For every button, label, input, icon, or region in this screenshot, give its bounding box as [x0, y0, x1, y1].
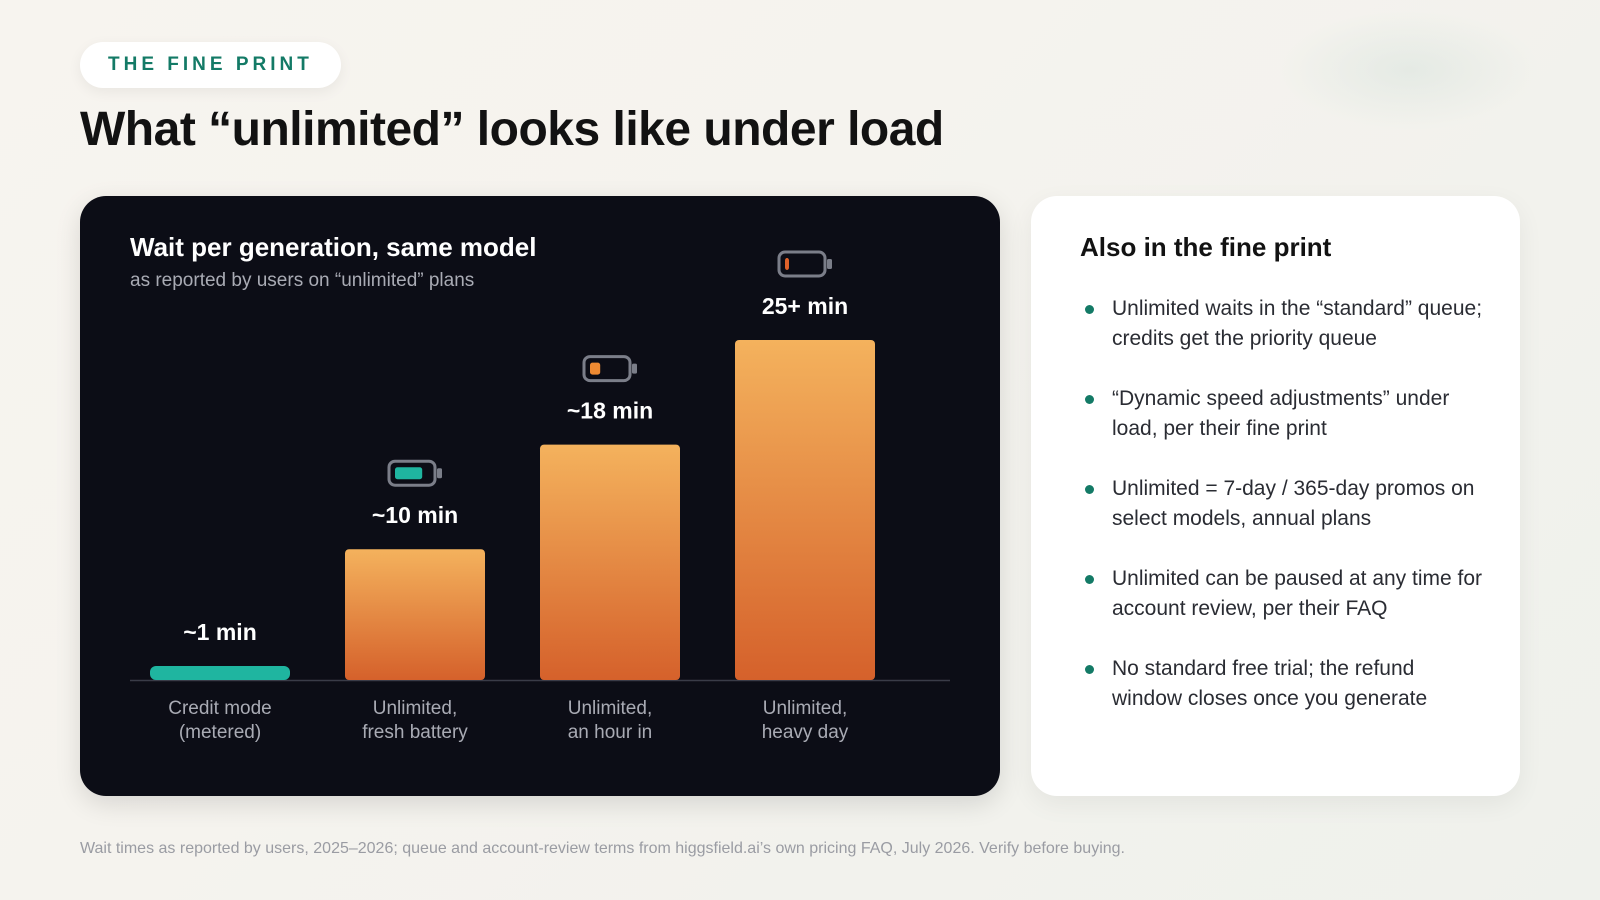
- battery-icon: [387, 459, 437, 487]
- x-tick-label-line: heavy day: [762, 722, 849, 743]
- list-item: No standard free trial; the refund windo…: [1080, 654, 1490, 714]
- battery-cap-icon: [437, 468, 442, 479]
- bar: [540, 444, 680, 680]
- x-tick-label: Unlimited, heavy day: [762, 698, 849, 743]
- bar-chart: ~1 min Credit mode (metered) ~10 min Unlimit…: [130, 250, 950, 743]
- list-item: Unlimited waits in the “standard” queue;…: [1080, 294, 1490, 354]
- bar-value-label: ~10 min: [372, 502, 458, 528]
- x-tick-label-line: an hour in: [568, 722, 653, 743]
- list-item-text: Unlimited = 7-day / 365-day promos on se…: [1112, 477, 1475, 530]
- chart-subtitle: as reported by users on “unlimited” plan…: [130, 270, 475, 291]
- list-item-text: Unlimited waits in the “standard” queue;…: [1112, 297, 1483, 350]
- list-item-text: “Dynamic speed adjustments” under load, …: [1112, 387, 1450, 440]
- bar-metered: [150, 666, 290, 680]
- bullet-dot-icon: [1085, 485, 1094, 494]
- list-item: Unlimited = 7-day / 365-day promos on se…: [1080, 474, 1490, 534]
- bar: [735, 340, 875, 680]
- chart-title: Wait per generation, same model: [130, 232, 537, 262]
- list-item: Unlimited can be paused at any time for …: [1080, 564, 1490, 624]
- bullet-dot-icon: [1085, 575, 1094, 584]
- list-item: “Dynamic speed adjustments” under load, …: [1080, 384, 1490, 444]
- battery-icon: [582, 355, 632, 383]
- x-tick-label: Unlimited, fresh battery: [362, 698, 468, 743]
- battery-level-icon: [785, 258, 789, 270]
- list-item-text: Unlimited can be paused at any time for …: [1112, 567, 1483, 620]
- battery-cap-icon: [632, 363, 637, 374]
- eyebrow-label: THE FINE PRINT: [108, 54, 313, 75]
- battery-level-icon: [590, 362, 601, 375]
- fine-print-list: Unlimited waits in the “standard” queue;…: [1080, 294, 1490, 744]
- x-tick-label-line: fresh battery: [362, 722, 468, 743]
- list-item-text: No standard free trial; the refund windo…: [1112, 657, 1428, 710]
- x-tick-label-line: Unlimited,: [568, 698, 652, 719]
- bar: [345, 549, 485, 680]
- x-tick-label-line: Unlimited,: [373, 698, 457, 719]
- chart-card: Wait per generation, same model as repor…: [80, 196, 1000, 796]
- bar-value-label: 25+ min: [762, 293, 848, 319]
- x-tick-label-line: Credit mode: [168, 698, 272, 719]
- bullet-dot-icon: [1085, 395, 1094, 404]
- x-tick-label-line: Unlimited,: [763, 698, 847, 719]
- x-tick-label: Credit mode (metered): [168, 698, 272, 743]
- bullet-dot-icon: [1085, 665, 1094, 674]
- background-glow: [1280, 10, 1540, 130]
- eyebrow-badge: THE FINE PRINT: [80, 42, 341, 88]
- bar-value-label: ~1 min: [183, 619, 257, 645]
- page-title: What “unlimited” looks like under load: [80, 103, 944, 156]
- bullet-dot-icon: [1085, 305, 1094, 314]
- x-tick-label: Unlimited, an hour in: [568, 698, 653, 743]
- x-tick-label-line: (metered): [179, 722, 261, 743]
- bar-value-label: ~18 min: [567, 398, 653, 424]
- battery-cap-icon: [827, 259, 832, 269]
- battery-level-icon: [395, 467, 423, 480]
- battery-icon: [777, 250, 827, 278]
- footnote: Wait times as reported by users, 2025–20…: [80, 840, 1125, 857]
- fine-print-title: Also in the fine print: [1080, 232, 1332, 262]
- fine-print-card: Also in the fine print Unlimited waits i…: [1031, 196, 1520, 796]
